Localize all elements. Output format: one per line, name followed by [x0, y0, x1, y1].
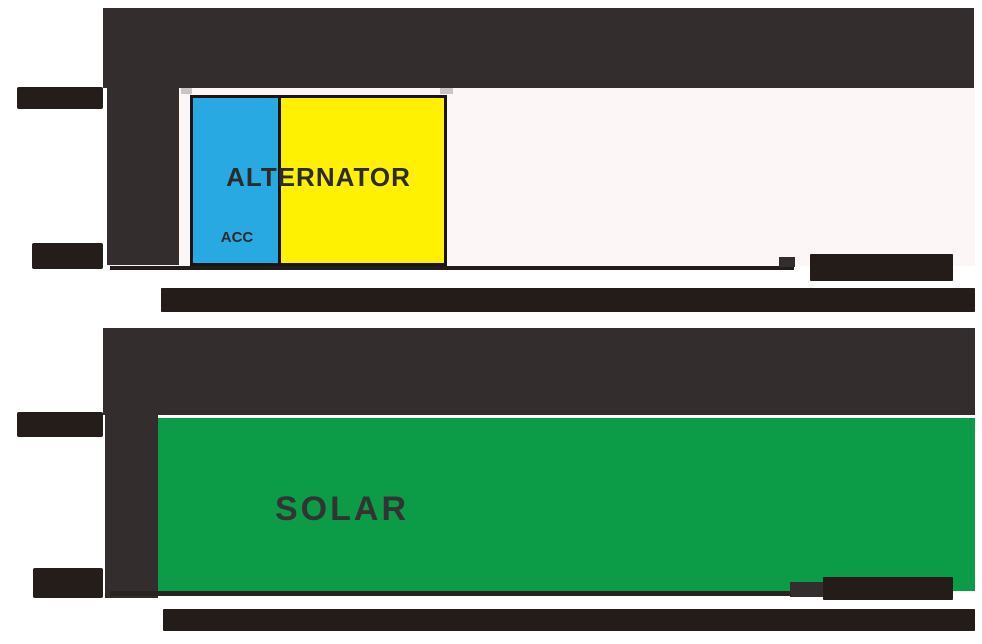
alternator-segment [281, 98, 444, 263]
alternator-label: ALTERNATOR [226, 162, 411, 192]
top-chart-level-tick-right [440, 88, 453, 94]
acc-segment [193, 98, 281, 263]
top-chart-obscured-y-tick-top [17, 87, 103, 109]
top-chart-charge-box: ALTERNATOR ACC [190, 95, 447, 266]
solar-segment: SOLAR [158, 418, 975, 591]
top-chart-obscured-axis-end-label [810, 254, 953, 281]
top-chart-x-axis-line [110, 266, 794, 270]
acc-label: ACC [220, 229, 254, 246]
top-chart-obscured-y-tick-bottom [32, 243, 103, 269]
bottom-chart-x-axis-line [110, 591, 790, 596]
bottom-chart-obscured-axis-end-label [823, 577, 953, 600]
bottom-chart-obscured-y-tick-top [17, 412, 103, 437]
bottom-chart-obscured-title-band [103, 328, 975, 415]
solar-label: SOLAR [275, 490, 409, 528]
bottom-chart-obscured-caption-band [163, 609, 975, 631]
top-chart-dark-bar-segment [107, 88, 179, 265]
top-chart-obscured-caption-band [161, 288, 975, 312]
top-chart-obscured-title-band [103, 8, 974, 88]
top-chart-level-tick-left [181, 88, 192, 94]
bottom-chart-dark-bar-segment [105, 415, 158, 598]
bottom-chart-axis-arrow [790, 582, 823, 597]
bottom-chart-obscured-y-tick-bottom [33, 568, 103, 598]
top-chart-axis-arrow [779, 257, 795, 267]
